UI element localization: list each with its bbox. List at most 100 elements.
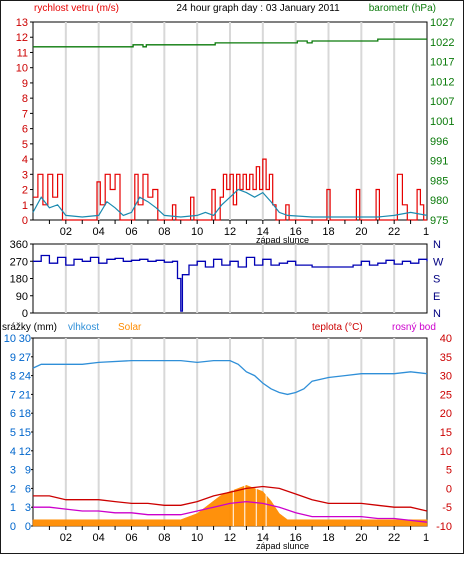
solar-tick-label: 12 [19, 446, 31, 458]
solar-tick-label: 3 [25, 502, 31, 514]
humidity-axis-title: vlhkost [68, 322, 99, 333]
temperature-tick-label: 5 [446, 465, 452, 477]
direction-tick-label: 0 [22, 308, 28, 320]
wind-direction-line [33, 254, 428, 312]
barometer-tick-label: 1012 [430, 76, 454, 88]
x-tick-label: 20 [355, 532, 367, 544]
rain-tick-label: 3 [10, 465, 16, 477]
x-tick-label: 12 [224, 532, 236, 544]
wind-tick-label: 13 [16, 17, 28, 29]
wind-tick-label: 12 [16, 32, 28, 44]
wind-tick-label: 5 [22, 139, 28, 151]
x-tick-label: 10 [191, 532, 203, 544]
rain-tick-label: 4 [10, 446, 16, 458]
x-tick-label: 02 [60, 226, 72, 238]
barometer-tick-label: 1007 [430, 96, 454, 108]
wind-tick-label: 4 [22, 154, 28, 166]
barometer-tick-label: 975 [430, 215, 448, 227]
rain-tick-label: 7 [10, 389, 16, 401]
x-tick-label: 10 [191, 226, 203, 238]
wind-tick-label: 2 [22, 185, 28, 197]
x-tick-label: 18 [322, 532, 334, 544]
wind-tick-label: 6 [22, 124, 28, 136]
temperature-axis-title: teplota (°C) [312, 322, 363, 333]
barometer-tick-label: 980 [430, 195, 448, 207]
direction-tick-label: 270 [10, 256, 28, 268]
temperature-line [33, 485, 428, 512]
solar-tick-label: 0 [25, 521, 31, 533]
compass-label: E [433, 291, 440, 303]
solar-axis-title: Solar [118, 322, 142, 333]
wind-average-line [32, 188, 428, 218]
solar-tick-label: 9 [25, 465, 31, 477]
rain-tick-label: 5 [10, 427, 16, 439]
rain-tick-label: 6 [10, 408, 16, 420]
rain-tick-label: 10 [4, 333, 16, 345]
temperature-tick-label: 25 [440, 389, 452, 401]
wind-tick-label: 10 [16, 63, 28, 75]
temperature-tick-label: 20 [440, 408, 452, 420]
barometer-tick-label: 985 [430, 175, 448, 187]
solar-tick-label: 15 [19, 427, 31, 439]
x-tick-label: 08 [158, 226, 170, 238]
barometer-tick-label: 1027 [430, 17, 454, 29]
dewpoint-axis-title: rosný bod [392, 322, 436, 333]
wind-tick-label: 9 [22, 78, 28, 90]
wind-tick-label: 8 [22, 93, 28, 105]
solar-tick-label: 6 [25, 483, 31, 495]
rain-tick-label: 9 [10, 352, 16, 364]
x-tick-label: 04 [93, 532, 105, 544]
compass-label: W [433, 256, 444, 268]
x-tick-label: 04 [93, 226, 105, 238]
direction-tick-label: 360 [10, 239, 28, 251]
x-tick-label: 16 [290, 226, 302, 238]
temperature-tick-label: -10 [436, 521, 452, 533]
solar-tick-label: 27 [19, 352, 31, 364]
x-tick-label: 1 [423, 226, 429, 238]
compass-label: N [433, 308, 441, 320]
sunset-label: západ slunce [256, 235, 309, 245]
sunset-label: západ slunce [256, 541, 309, 551]
dewpoint-line [33, 500, 428, 523]
wind-speed-line [33, 158, 427, 221]
rain-tick-label: 0 [10, 521, 16, 533]
solar-area [32, 485, 428, 527]
rain-tick-label: 2 [10, 483, 16, 495]
x-tick-label: 22 [388, 532, 400, 544]
barometer-tick-label: 1001 [430, 116, 454, 128]
x-tick-label: 02 [60, 532, 72, 544]
rain-tick-label: 1 [10, 502, 16, 514]
temperature-tick-label: -5 [442, 502, 452, 514]
x-tick-label: 12 [224, 226, 236, 238]
rain-tick-label: 8 [10, 371, 16, 383]
barometer-tick-label: 1022 [430, 37, 454, 49]
direction-tick-label: 90 [16, 291, 28, 303]
barometer-axis-title: barometr (hPa) [369, 3, 436, 14]
barometer-tick-label: 1017 [430, 57, 454, 69]
solar-tick-label: 18 [19, 408, 31, 420]
wind-tick-label: 11 [17, 47, 28, 59]
wind-tick-label: 3 [22, 169, 28, 181]
rain-axis-title: srážky (mm) [2, 322, 57, 333]
solar-tick-label: 21 [19, 389, 31, 401]
x-tick-label: 14 [257, 532, 269, 544]
temperature-tick-label: 15 [440, 427, 452, 439]
wind-tick-label: 7 [22, 108, 28, 120]
x-tick-label: 06 [125, 226, 137, 238]
solar-tick-label: 24 [19, 371, 31, 383]
x-tick-label: 1 [423, 532, 429, 544]
direction-tick-label: 180 [10, 274, 28, 286]
temperature-tick-label: 10 [440, 446, 452, 458]
wind-tick-label: 0 [22, 215, 28, 227]
x-tick-label: 08 [158, 532, 170, 544]
wind-tick-label: 1 [22, 200, 28, 212]
x-tick-label: 14 [257, 226, 269, 238]
temperature-tick-label: 35 [440, 352, 452, 364]
x-tick-label: 18 [322, 226, 334, 238]
temperature-tick-label: 0 [446, 483, 452, 495]
x-tick-label: 20 [355, 226, 367, 238]
compass-label: S [433, 274, 440, 286]
compass-label: N [433, 239, 441, 251]
barometer-tick-label: 996 [430, 136, 448, 148]
